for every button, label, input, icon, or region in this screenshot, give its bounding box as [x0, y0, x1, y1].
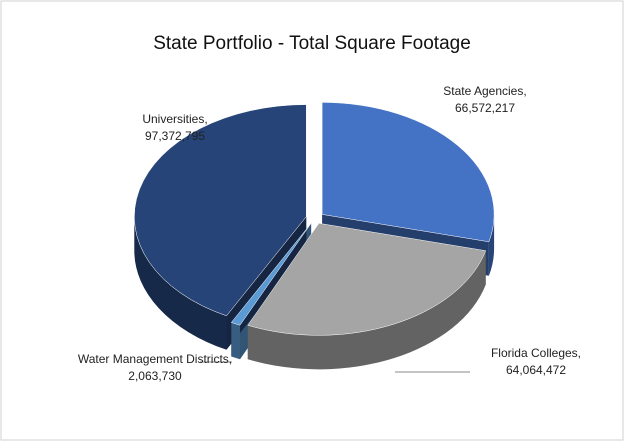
- data-label-value: 2,063,730: [128, 369, 182, 383]
- data-label-value: 66,572,217: [455, 101, 515, 115]
- slice-side: [247, 250, 486, 370]
- data-label-name: Universities,: [142, 112, 207, 126]
- slice: [134, 104, 307, 317]
- data-label-value: 97,372,795: [145, 129, 205, 143]
- slice-side: [231, 322, 240, 360]
- slice: [321, 102, 495, 243]
- slice: [247, 223, 487, 336]
- slice-side: [134, 216, 227, 350]
- data-label-value: 64,064,472: [506, 363, 566, 377]
- slice-side: [488, 214, 495, 276]
- data-label-name: Water Management Districts,: [78, 352, 232, 366]
- slice: [230, 223, 312, 326]
- data-label-name: Florida Colleges,: [491, 346, 581, 360]
- data-label-name: State Agencies,: [443, 84, 526, 98]
- chart-title: State Portfolio - Total Square Footage: [153, 33, 471, 54]
